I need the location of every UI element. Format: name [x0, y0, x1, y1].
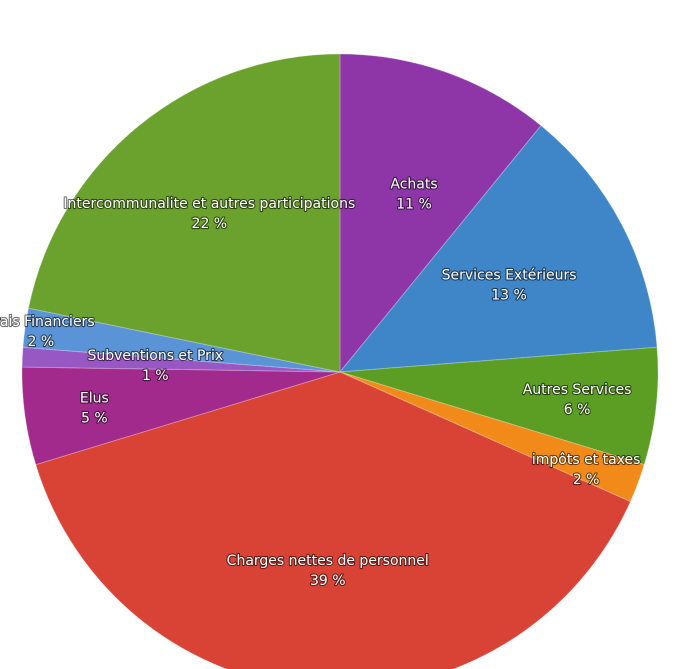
slice-value-subventions-et-prix: 1 %	[142, 368, 169, 384]
slice-value-services-exterieurs: 13 %	[491, 288, 527, 304]
slice-value-achats: 11 %	[396, 196, 432, 212]
pie-slice-intercommunalite-et-autres-participations	[27, 53, 341, 373]
pie-labels: Achats 11 % Services Extérieurs 13 % Autres …	[0, 175, 642, 590]
slice-value-impots-et-taxes: 2 %	[573, 472, 600, 488]
slice-label-achats: Achats	[390, 176, 437, 192]
pie-slice-services-exterieurs	[338, 124, 658, 373]
pie-slice-frais-financiers	[22, 307, 341, 373]
slice-label-subventions-et-prix: Subventions et Prix	[87, 348, 223, 364]
slice-label-elus: Elus	[80, 391, 109, 407]
slice-label-frais-financiers: Frais Financiers	[0, 314, 95, 330]
slice-value-intercommunalite-et-autres-participations: 22 %	[192, 216, 228, 232]
slice-label-impots-et-taxes: impôts et taxes	[532, 452, 641, 468]
slice-label-charges-nettes-de-personnel: Charges nettes de personnel	[227, 553, 429, 569]
pie-slice-autres-services	[339, 346, 659, 466]
slice-value-autres-services: 6 %	[564, 402, 591, 418]
slice-value-frais-financiers: 2 %	[28, 334, 55, 350]
pie-slice-subventions-et-prix	[21, 346, 341, 373]
pie-slices	[21, 53, 659, 669]
pie-slice-charges-nettes-de-personnel	[35, 371, 632, 669]
slice-label-services-exterieurs: Services Extérieurs	[442, 268, 577, 284]
slice-label-intercommunalite-et-autres-participations: Intercommunalite et autres participation…	[63, 196, 355, 212]
slice-label-autres-services: Autres Services	[523, 382, 632, 398]
pie-slice-elus	[21, 366, 341, 466]
slice-value-elus: 5 %	[81, 411, 108, 427]
pie-slice-impots-et-taxes	[339, 371, 645, 503]
pie-slice-achats	[339, 53, 542, 374]
slice-value-charges-nettes-de-personnel: 39 %	[310, 573, 346, 589]
